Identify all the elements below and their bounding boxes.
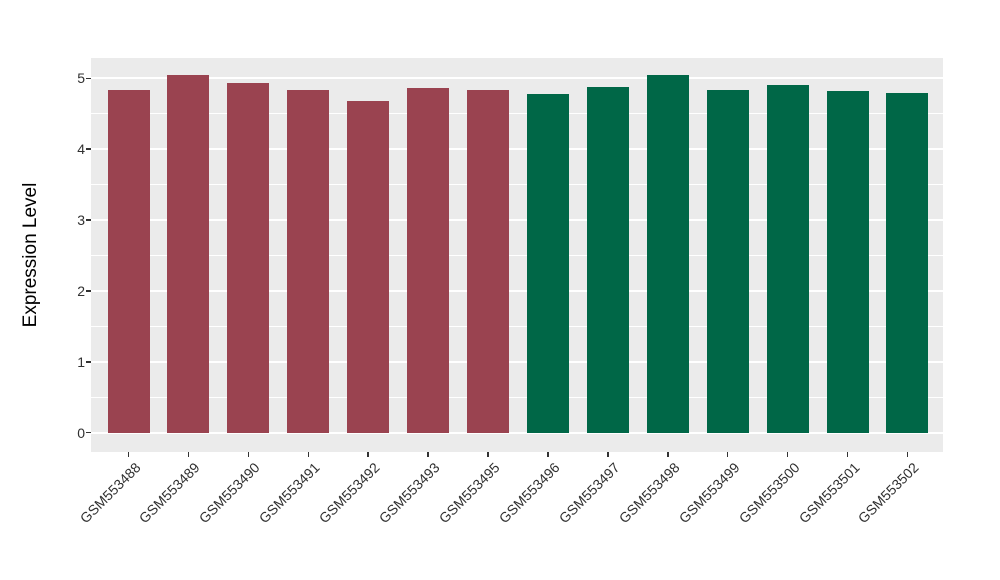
x-tick-mark [607,452,609,457]
x-tick-label: GSM553488 [76,459,144,527]
plot-panel [91,58,943,452]
x-tick-mark [906,452,909,457]
bar-GSM553488 [107,90,150,433]
x-tick-mark [786,452,789,457]
bar-GSM553492 [347,100,390,433]
y-tick-label: 5 [77,70,85,87]
gridline-major [91,148,943,151]
bar-GSM553502 [886,93,929,433]
bar-GSM553489 [167,74,210,433]
x-tick-mark [127,452,130,457]
y-tick-label: 0 [77,424,85,441]
bar-GSM553498 [646,74,689,433]
x-tick-mark [427,452,429,457]
y-tick-mark [86,361,91,363]
x-tick-mark [307,452,309,457]
y-tick-label: 4 [77,141,85,158]
gridline-minor [91,325,943,327]
x-tick-mark [247,452,250,457]
gridline-major [91,360,943,363]
bar-GSM553496 [526,93,569,433]
x-tick-mark [667,452,669,457]
gridline-major [91,219,943,222]
y-tick-mark [86,77,91,80]
y-tick-mark [86,219,91,221]
x-tick-mark [367,452,369,457]
y-tick-label: 2 [77,282,85,299]
x-tick-mark [846,452,849,457]
bar-GSM553501 [826,91,869,433]
y-tick-mark [86,148,91,150]
bar-GSM553490 [227,82,270,433]
x-tick-mark [547,452,549,457]
gridline-minor [91,113,943,115]
bar-GSM553499 [706,90,749,433]
bar-GSM553500 [766,85,809,433]
x-tick-mark [487,452,489,457]
gridline-minor [91,396,943,398]
x-tick-mark [187,452,190,457]
bar-GSM553497 [586,86,629,433]
y-tick-mark [86,290,91,292]
gridline-major [91,77,943,80]
gridline-major [91,289,943,292]
gridline-major [91,431,943,434]
y-tick-mark [86,431,91,434]
gridline-minor [91,255,943,256]
bar-GSM553493 [407,88,450,433]
y-axis-title: Expression Level [20,182,41,328]
x-tick-mark [726,452,729,457]
gridline-minor [91,184,943,186]
y-tick-label: 3 [77,212,85,229]
bar-GSM553491 [287,89,330,433]
y-tick-label: 1 [77,353,85,370]
bar-GSM553495 [467,90,510,433]
